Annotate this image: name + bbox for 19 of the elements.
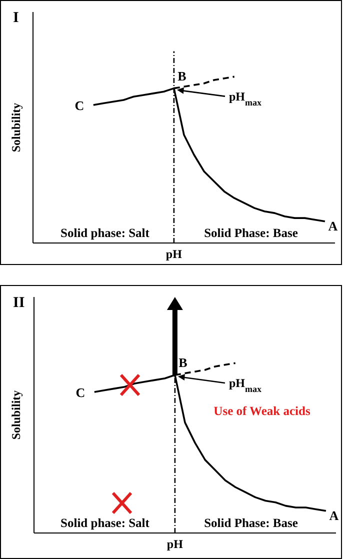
- x-axis-title: pH: [166, 247, 183, 261]
- annotation: Solid Phase: Base: [204, 226, 298, 240]
- y-axis-title: Solubility: [9, 390, 23, 440]
- annotation: pH$_{max}$: [229, 376, 262, 394]
- y-axis-title: Solubility: [9, 102, 23, 152]
- annotation: B: [178, 354, 188, 370]
- annotation: C: [76, 384, 86, 400]
- annotation: C: [74, 98, 84, 113]
- annotation: A: [329, 508, 340, 523]
- annotation: Solid phase: Salt: [60, 226, 150, 240]
- chart-title: I: [13, 10, 19, 26]
- annotation: Solid phase: Salt: [60, 516, 150, 530]
- annotation: B: [178, 68, 187, 84]
- annotation: A: [328, 218, 338, 234]
- x-axis-title: pH: [166, 537, 184, 551]
- annotation: pH$_{max}$: [229, 89, 262, 108]
- annotation: Use of Weak acids: [214, 404, 310, 418]
- chart-title: II: [13, 295, 25, 311]
- annotation: Solid Phase: Base: [204, 516, 298, 530]
